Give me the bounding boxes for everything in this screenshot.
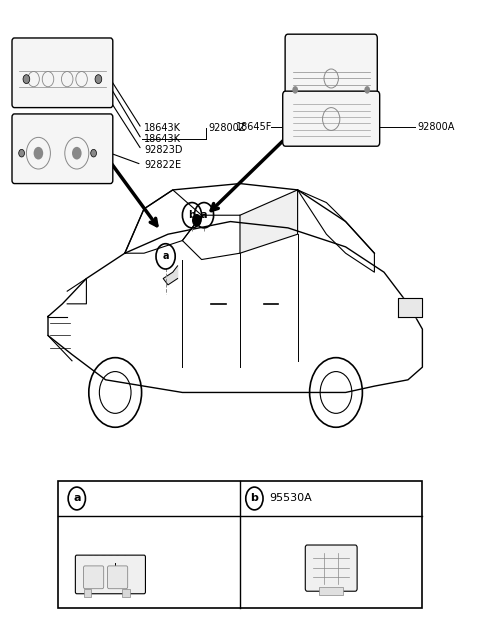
Circle shape	[292, 86, 298, 94]
Circle shape	[23, 75, 30, 84]
Text: 92800A: 92800A	[418, 122, 455, 132]
Text: 18643K: 18643K	[144, 123, 181, 134]
Bar	[122, 589, 130, 597]
Bar	[58, 481, 422, 608]
Polygon shape	[398, 298, 422, 316]
Circle shape	[19, 149, 24, 157]
Circle shape	[192, 214, 202, 227]
FancyBboxPatch shape	[285, 34, 377, 96]
FancyBboxPatch shape	[305, 545, 357, 591]
FancyBboxPatch shape	[75, 555, 145, 594]
Bar	[319, 587, 343, 595]
Circle shape	[72, 147, 82, 160]
FancyBboxPatch shape	[12, 38, 113, 108]
Circle shape	[34, 147, 43, 160]
Bar	[84, 589, 91, 597]
Text: b: b	[189, 210, 195, 220]
Text: a: a	[162, 251, 169, 261]
Text: a: a	[201, 210, 207, 220]
Circle shape	[91, 149, 96, 157]
Text: 92800Z: 92800Z	[209, 123, 246, 134]
Text: 18643K: 18643K	[144, 134, 181, 144]
Text: 92891A: 92891A	[86, 555, 130, 565]
Circle shape	[364, 86, 370, 94]
Text: b: b	[251, 494, 258, 503]
Text: 95530A: 95530A	[269, 494, 312, 503]
Circle shape	[95, 75, 102, 84]
Text: 92823D: 92823D	[144, 145, 182, 155]
Text: a: a	[73, 494, 81, 503]
Text: 18645F: 18645F	[236, 122, 273, 132]
FancyBboxPatch shape	[283, 91, 380, 146]
FancyBboxPatch shape	[108, 566, 128, 589]
FancyBboxPatch shape	[12, 114, 113, 184]
Text: 92892A: 92892A	[86, 571, 130, 581]
FancyBboxPatch shape	[84, 566, 104, 589]
Polygon shape	[163, 266, 178, 285]
Text: 92822E: 92822E	[144, 160, 181, 170]
Polygon shape	[240, 190, 298, 253]
